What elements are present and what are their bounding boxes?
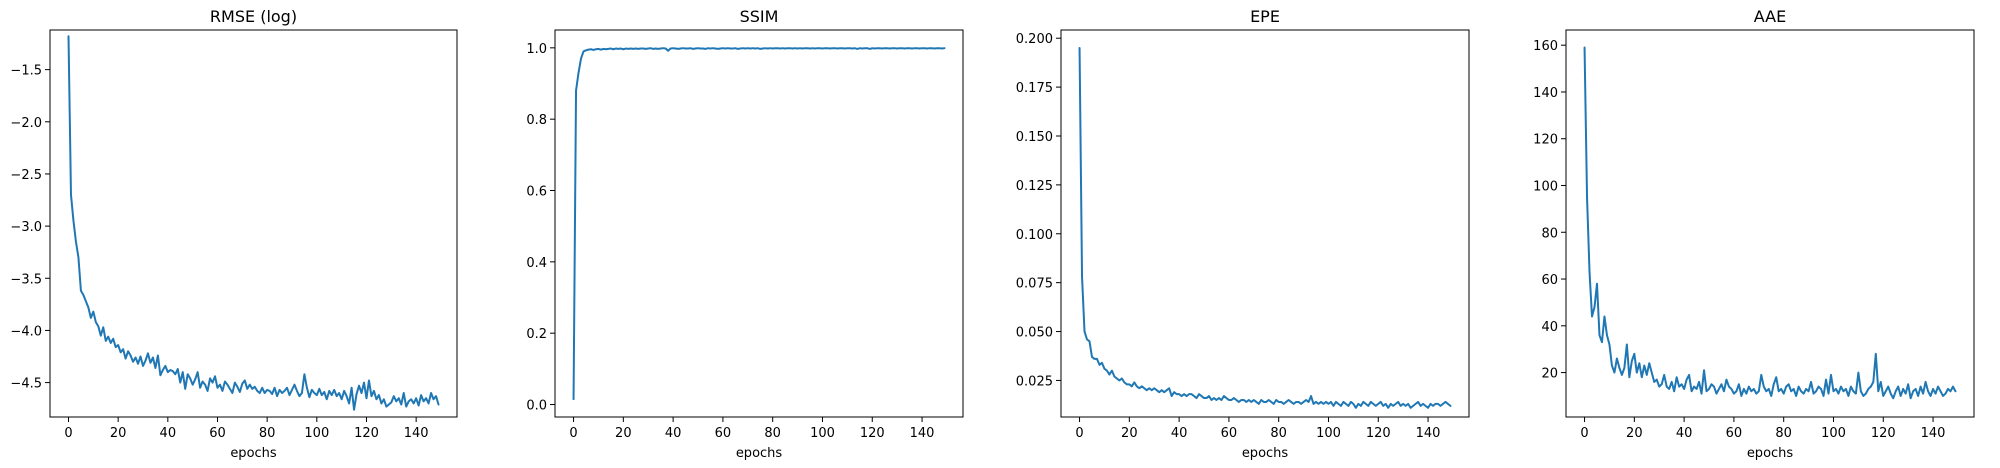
y-tick-label: 0.175 <box>1016 81 1053 96</box>
x-tick-label: 40 <box>1676 426 1693 441</box>
x-tick-label: 0 <box>569 426 577 441</box>
x-tick-label: 20 <box>1121 426 1138 441</box>
x-axis-label: epochs <box>1747 446 1794 461</box>
chart-title: SSIM <box>740 7 779 26</box>
y-tick-label: 60 <box>1541 273 1558 288</box>
y-tick-label: −2.5 <box>10 168 42 183</box>
series-line <box>67 35 440 411</box>
y-tick-label: 80 <box>1541 226 1558 241</box>
x-tick-label: 0 <box>1580 426 1588 441</box>
y-tick-label: −2.0 <box>10 116 42 131</box>
y-tick-label: 0.2 <box>526 327 547 342</box>
y-tick-label: −3.5 <box>10 272 42 287</box>
x-tick-label: 140 <box>404 426 429 441</box>
x-tick-label: 0 <box>64 426 72 441</box>
x-tick-label: 40 <box>665 426 682 441</box>
y-tick-label: 0.025 <box>1016 374 1053 389</box>
series-line <box>1583 46 1957 400</box>
x-tick-label: 100 <box>810 426 835 441</box>
y-tick-label: 0.0 <box>526 399 547 414</box>
y-tick-label: 120 <box>1533 133 1558 148</box>
x-tick-label: 80 <box>259 426 276 441</box>
x-tick-label: 140 <box>1416 426 1441 441</box>
x-tick-label: 140 <box>1921 426 1946 441</box>
series-line <box>1078 46 1452 409</box>
y-tick-label: 0.4 <box>526 256 547 271</box>
chart-panel-2: EPE 0 20 40 60 80 100 120 140 0.025 0.050 0.075 0.10… <box>1016 7 1470 461</box>
y-tick-label: −1.5 <box>10 64 42 79</box>
x-axis-label: epochs <box>1242 446 1289 461</box>
x-tick-label: 80 <box>764 426 781 441</box>
plot-frame <box>1565 29 1975 418</box>
y-tick-label: 100 <box>1533 180 1558 195</box>
x-tick-label: 20 <box>615 426 632 441</box>
x-tick-label: 100 <box>1316 426 1341 441</box>
y-tick-label: 0.100 <box>1016 228 1053 243</box>
y-tick-label: −3.0 <box>10 220 42 235</box>
x-tick-label: 80 <box>1775 426 1792 441</box>
y-tick-label: 0.125 <box>1016 179 1053 194</box>
y-tick-label: 20 <box>1541 367 1558 382</box>
y-tick-label: 0.050 <box>1016 326 1053 341</box>
x-tick-label: 40 <box>160 426 177 441</box>
y-tick-label: 0.200 <box>1016 32 1053 47</box>
x-tick-label: 100 <box>304 426 329 441</box>
chart-panel-1: SSIM 0 20 40 60 80 100 120 140 0.0 0.2 0.4 0.6 0.8 1.0… <box>526 7 964 461</box>
y-tick-label: −4.0 <box>10 324 42 339</box>
y-tick-label: 1.0 <box>526 42 547 57</box>
plot-frame <box>49 29 458 418</box>
plot-frame <box>554 29 964 418</box>
x-tick-label: 20 <box>1626 426 1643 441</box>
series-line <box>572 47 946 401</box>
chart-title: RMSE (log) <box>210 7 297 26</box>
x-tick-label: 120 <box>860 426 885 441</box>
chart-title: EPE <box>1250 7 1280 26</box>
x-tick-label: 60 <box>209 426 226 441</box>
x-axis-label: epochs <box>230 446 277 461</box>
y-tick-label: 0.6 <box>526 185 547 200</box>
x-tick-label: 60 <box>1221 426 1238 441</box>
x-tick-label: 80 <box>1270 426 1287 441</box>
x-tick-label: 60 <box>715 426 732 441</box>
chart-panel-3: AAE 0 20 40 60 80 100 120 140 20 40 60 80 100 120 140 16… <box>1533 7 1975 461</box>
plot-frame <box>1060 29 1470 418</box>
chart-title: AAE <box>1754 7 1786 26</box>
x-tick-label: 120 <box>354 426 379 441</box>
y-tick-label: 160 <box>1533 39 1558 54</box>
y-tick-label: 0.8 <box>526 113 547 128</box>
x-tick-label: 60 <box>1726 426 1743 441</box>
x-tick-label: 120 <box>1366 426 1391 441</box>
x-tick-label: 100 <box>1821 426 1846 441</box>
x-axis-label: epochs <box>736 446 783 461</box>
y-tick-label: 140 <box>1533 86 1558 101</box>
x-tick-label: 120 <box>1871 426 1896 441</box>
x-tick-label: 140 <box>910 426 935 441</box>
y-tick-label: 40 <box>1541 320 1558 335</box>
y-tick-label: −4.5 <box>10 377 42 392</box>
x-tick-label: 0 <box>1075 426 1083 441</box>
y-tick-label: 0.075 <box>1016 277 1053 292</box>
chart-panel-0: RMSE (log) 0 20 40 60 80 100 120 140 −4.5 −4.0 −3.5… <box>10 7 458 461</box>
x-tick-label: 40 <box>1171 426 1188 441</box>
y-tick-label: 0.150 <box>1016 130 1053 145</box>
x-tick-label: 20 <box>110 426 127 441</box>
